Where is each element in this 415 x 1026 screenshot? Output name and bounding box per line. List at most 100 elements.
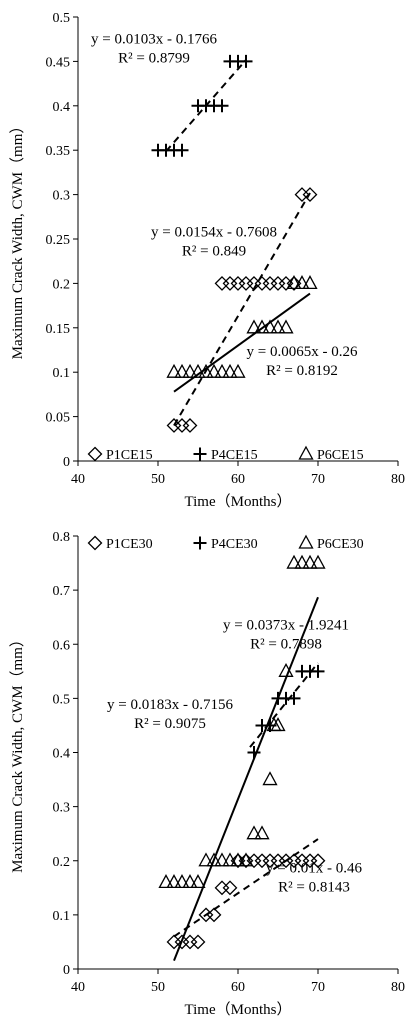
data-point bbox=[174, 874, 190, 889]
x-tick-label: 70 bbox=[311, 980, 325, 995]
data-point bbox=[174, 363, 190, 378]
data-point bbox=[190, 934, 206, 950]
x-tick-label: 50 bbox=[151, 980, 165, 995]
data-point bbox=[222, 363, 238, 378]
data-point bbox=[206, 363, 222, 378]
data-point bbox=[206, 907, 222, 923]
legend-marker-P1CE30 bbox=[87, 535, 103, 551]
x-tick-label: 60 bbox=[231, 980, 245, 995]
data-point bbox=[190, 363, 206, 378]
data-point bbox=[190, 874, 206, 889]
legend-label-P4CE15: P4CE15 bbox=[211, 448, 258, 463]
y-tick-label: 0.1 bbox=[53, 366, 71, 381]
series-P4CE30 bbox=[247, 662, 325, 759]
y-tick-label: 0 bbox=[63, 963, 70, 978]
trend-equation: y = 0.0373x - 1.9241 bbox=[223, 618, 349, 634]
data-point bbox=[238, 275, 254, 291]
data-point bbox=[182, 363, 198, 378]
legend-label-P6CE15: P6CE15 bbox=[317, 448, 364, 463]
data-point bbox=[310, 554, 326, 569]
x-tick-label: 80 bbox=[391, 472, 405, 487]
series-P1CE30 bbox=[166, 838, 326, 950]
data-point bbox=[214, 852, 230, 867]
data-point bbox=[311, 664, 325, 678]
data-point bbox=[262, 771, 278, 786]
trendline-P6CE30 bbox=[173, 596, 319, 961]
trendline-P1CE15 bbox=[173, 192, 311, 426]
legend-marker-P4CE15 bbox=[193, 447, 207, 461]
data-point bbox=[302, 187, 318, 203]
trend-r-squared: R² = 0.8143 bbox=[278, 880, 350, 896]
x-tick-label: 60 bbox=[231, 472, 245, 487]
y-tick-label: 0.6 bbox=[53, 638, 71, 653]
y-tick-label: 0.5 bbox=[53, 692, 71, 707]
chart-2: 0 0.1 0.2 0.3 0.4 0.5 0.6 0.7 0.8 40 50 60 70 80 Time（… bbox=[9, 530, 405, 1018]
y-tick-label: 0.45 bbox=[46, 55, 71, 70]
data-point bbox=[166, 363, 182, 378]
data-point bbox=[222, 852, 238, 867]
data-point bbox=[214, 275, 230, 291]
data-point bbox=[254, 275, 270, 291]
data-point bbox=[230, 275, 246, 291]
y-tick-label: 0.1 bbox=[53, 909, 71, 924]
y-tick-label: 0.05 bbox=[46, 411, 71, 426]
x-tick-label: 40 bbox=[71, 980, 85, 995]
data-point bbox=[254, 319, 270, 334]
data-point bbox=[222, 275, 238, 291]
legend-label-P6CE30: P6CE30 bbox=[317, 537, 364, 552]
data-point bbox=[246, 319, 262, 334]
x-tick-label: 50 bbox=[151, 472, 165, 487]
y-tick-label: 0.15 bbox=[46, 322, 71, 337]
data-point bbox=[198, 852, 214, 867]
data-point bbox=[270, 319, 286, 334]
trend-r-squared: R² = 0.8192 bbox=[266, 363, 338, 379]
data-point bbox=[302, 275, 318, 290]
y-tick-label: 0.2 bbox=[53, 277, 71, 292]
data-point bbox=[230, 363, 246, 378]
data-point bbox=[262, 319, 278, 334]
y-tick-label: 0.8 bbox=[53, 530, 71, 545]
data-point bbox=[270, 275, 286, 291]
x-tick-label: 70 bbox=[311, 472, 325, 487]
legend-marker-P6CE15 bbox=[298, 445, 314, 460]
trend-equation: y = 0.01x - 0.46 bbox=[266, 861, 362, 877]
legend-marker-P4CE30 bbox=[193, 536, 207, 550]
data-point bbox=[230, 852, 246, 867]
trend-equation: y = 0.0065x - 0.26 bbox=[247, 344, 358, 360]
data-point bbox=[270, 717, 286, 732]
data-point bbox=[286, 275, 302, 291]
x-tick-label: 40 bbox=[71, 472, 85, 487]
data-point bbox=[246, 825, 262, 840]
trend-equation: y = 0.0103x - 0.1766 bbox=[91, 32, 217, 48]
trendline-P1CE30 bbox=[173, 838, 319, 938]
data-point bbox=[262, 275, 278, 291]
data-point bbox=[286, 275, 302, 290]
y-axis-title: Maximum Crack Width, CWM（mm） bbox=[9, 119, 26, 360]
y-tick-label: 0.25 bbox=[46, 233, 71, 248]
data-point bbox=[222, 880, 238, 896]
trendline-P4CE30 bbox=[249, 662, 319, 748]
data-point bbox=[214, 363, 230, 378]
data-point bbox=[238, 852, 254, 867]
y-tick-label: 0.35 bbox=[46, 144, 71, 159]
y-tick-label: 0 bbox=[63, 455, 70, 470]
data-point bbox=[182, 418, 198, 433]
y-tick-label: 0.3 bbox=[53, 801, 71, 816]
data-point bbox=[302, 554, 318, 569]
series-P4CE15 bbox=[151, 54, 253, 157]
legend-label-P4CE30: P4CE30 bbox=[211, 537, 258, 552]
data-point bbox=[175, 143, 189, 157]
y-tick-label: 0.4 bbox=[53, 747, 71, 762]
y-tick-label: 0.4 bbox=[53, 100, 71, 115]
data-point bbox=[182, 934, 198, 950]
data-point bbox=[215, 99, 229, 113]
trend-r-squared: R² = 0.9075 bbox=[134, 716, 206, 732]
y-tick-label: 0.2 bbox=[53, 855, 71, 870]
data-point bbox=[278, 319, 294, 334]
trend-r-squared: R² = 0.849 bbox=[182, 243, 246, 259]
trend-r-squared: R² = 0.7898 bbox=[250, 637, 322, 653]
data-point bbox=[158, 874, 174, 889]
data-point bbox=[214, 880, 230, 896]
x-tick-label: 80 bbox=[391, 980, 405, 995]
